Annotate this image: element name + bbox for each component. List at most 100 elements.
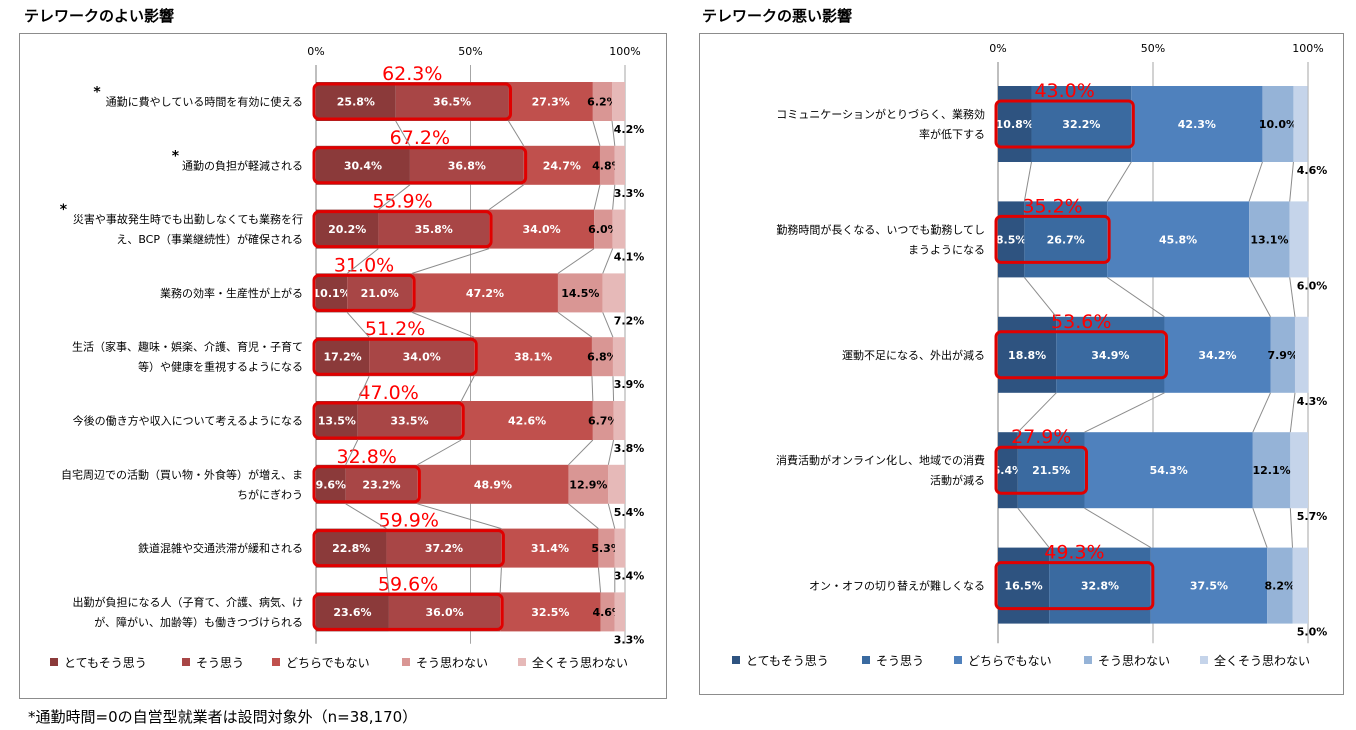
connector-line (488, 184, 524, 211)
bar-segment (1267, 547, 1293, 624)
bar-segment (1164, 316, 1271, 393)
sum-label: 32.8% (336, 446, 396, 468)
data-label: 24.7% (543, 159, 581, 172)
connector-line (602, 312, 614, 338)
connector-line (593, 184, 601, 210)
bar-segment (998, 432, 1018, 509)
data-label: 10.0% (1259, 118, 1297, 131)
data-label: 21.0% (361, 287, 399, 300)
data-label: 33.5% (390, 415, 428, 428)
data-label: 36.0% (425, 606, 463, 619)
bar-segment (998, 547, 1050, 624)
connector-line (1023, 161, 1032, 202)
data-label: 4.6% (1297, 164, 1328, 177)
data-label: 38.1% (514, 351, 552, 364)
data-label: 3.9% (614, 378, 645, 391)
data-label: 3.3% (614, 187, 645, 200)
bar-segment (501, 528, 599, 568)
data-label: 10.1% (313, 287, 351, 300)
connector-line (346, 248, 379, 274)
connector-line (607, 503, 616, 529)
bar-segment (614, 592, 625, 632)
sum-label: 67.2% (390, 127, 450, 149)
sum-label: 59.9% (379, 510, 439, 532)
bar-segment (378, 209, 490, 249)
connector-line (612, 184, 616, 210)
bar-segment (1056, 316, 1165, 393)
footnote: *通勤時間=0の自営型就業者は設問対象外（n=38,170） (28, 708, 418, 726)
legend-entry: とてもそう思う (64, 656, 147, 670)
highlight-box (994, 99, 1135, 149)
data-label: 48.9% (474, 478, 512, 491)
bar-segment (316, 82, 396, 121)
bar-segment (316, 209, 379, 249)
legend-swatch (518, 658, 526, 666)
sum-label: 35.2% (1022, 195, 1082, 217)
connector-line (345, 503, 387, 530)
connector-line (417, 439, 462, 466)
highlight-box (312, 273, 416, 312)
data-label: 14.5% (561, 287, 599, 300)
bar-segment (592, 401, 614, 440)
category-label: 消費活動がオンライン化し、地域での消費 (776, 453, 985, 467)
highlight-box (312, 210, 493, 249)
connector-line (1017, 507, 1050, 548)
bar-segment (489, 209, 595, 249)
data-label: 34.0% (522, 223, 560, 236)
data-label: 26.7% (1047, 233, 1085, 246)
connector-line (508, 120, 525, 147)
connector-line (395, 120, 411, 147)
category-label: 生活（家事、趣味・娯楽、介護、育児・子育て (72, 340, 303, 354)
connector-line (411, 311, 475, 338)
bar-segment (568, 464, 609, 504)
bar-segment (612, 337, 625, 377)
connector-line (557, 248, 595, 274)
legend-entry: そう思わない (416, 656, 488, 670)
category-label: 今後の働き方や収入について考えるようになる (73, 414, 303, 428)
connector-line (568, 503, 599, 529)
bar-segment (602, 273, 625, 313)
bar-segment (409, 145, 524, 185)
legend-swatch (272, 658, 280, 666)
sum-label: 59.6% (378, 573, 438, 595)
bar-segment (594, 209, 613, 249)
category-label: ちがにぎわう (237, 487, 303, 501)
bar-segment (474, 337, 592, 377)
category-label: が、障がい、加齢等）も働きつづけられる (94, 615, 303, 629)
connector-line (602, 248, 614, 274)
data-label: 22.8% (332, 542, 370, 555)
legend-entry: とてもそう思う (746, 654, 829, 668)
bar-segment (1150, 547, 1268, 624)
connector-line (1289, 508, 1293, 548)
sum-label: 62.3% (382, 63, 442, 85)
connector-line (557, 311, 593, 338)
legend-entry: そう思わない (1098, 654, 1170, 668)
category-label: 通勤の負担が軽減される (182, 158, 303, 172)
connector-line (1084, 507, 1152, 549)
left-chart-title: テレワークのよい影響 (24, 7, 175, 25)
bar-segment (600, 592, 615, 632)
data-label: 8.2% (1265, 580, 1296, 593)
highlight-box (994, 330, 1168, 380)
data-label: 23.6% (333, 606, 371, 619)
asterisk-mark: * (93, 85, 101, 101)
data-label: 4.2% (614, 123, 645, 136)
tick-label: 0% (307, 45, 324, 58)
data-label: 3.8% (614, 442, 645, 455)
sum-label: 49.3% (1044, 542, 1104, 564)
legend-swatch (862, 656, 870, 664)
data-label: 10.8% (996, 118, 1034, 131)
highlight-box (312, 465, 421, 504)
bar-segment (614, 528, 626, 568)
legend-entry: 全くそう思わない (1214, 653, 1310, 668)
connector-line (1289, 161, 1294, 202)
connector-line (1289, 277, 1296, 317)
legend-entry: 全くそう思わない (532, 655, 628, 670)
data-label: 42.3% (1178, 118, 1216, 131)
bar-segment (998, 86, 1032, 162)
bar-segment (316, 273, 348, 313)
category-label: 鉄道混雑や交通渋滞が緩和される (138, 541, 303, 555)
category-label: コミュニケーションがとりづらく、業務効 (776, 107, 985, 121)
data-label: 9.6% (316, 478, 347, 491)
